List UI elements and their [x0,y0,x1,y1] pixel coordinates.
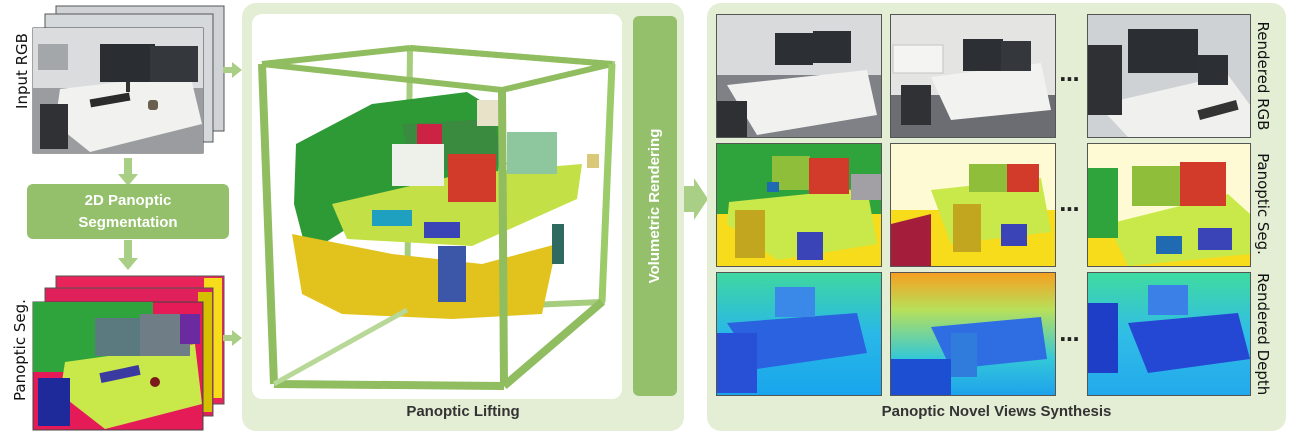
panoptic-lifting-caption: Panoptic Lifting [406,403,520,420]
rendered-depth-view-2 [890,272,1056,396]
novel-views-caption: Panoptic Novel Views Synthesis [881,403,1112,420]
arrow-to-synthesis [684,178,708,220]
lifted-3d-scene [258,45,616,390]
ellipsis-row-2: ... [1059,192,1080,216]
ellipsis-row-3: ... [1059,322,1080,346]
segmentation-box-label: 2D Panoptic Segmentation [78,191,178,231]
ellipsis-row-1: ... [1059,62,1080,86]
arrow-seg-to-lifting [223,330,242,346]
rendered-rgb-view-1 [716,14,882,138]
input-rgb-label: Input RGB [13,33,31,109]
rendered-depth-view-3 [1087,272,1251,396]
volumetric-rendering-bar [633,16,677,396]
panoptic-seg-view-1 [716,143,882,267]
panoptic-seg-stack [32,275,225,431]
row-label-panoptic-seg: Panoptic Seg. [1254,153,1272,255]
row-label-rendered-rgb: Rendered RGB [1254,21,1272,131]
row-label-rendered-depth: Rendered Depth [1254,273,1272,396]
rendered-rgb-view-3 [1087,14,1251,138]
arrow-rgb-to-lifting [223,62,242,78]
panoptic-seg-label-left: Panoptic Seg. [11,299,29,401]
rendered-depth-view-1 [716,272,882,396]
panoptic-seg-view-3 [1087,143,1251,267]
segmentation-box: 2D Panoptic Segmentation [27,184,229,239]
down-arrow-1 [118,158,138,186]
volumetric-rendering-label: Volumetric Rendering [646,128,663,284]
panoptic-seg-view-2 [890,143,1056,267]
rendered-rgb-view-2 [890,14,1056,138]
input-rgb-stack [32,5,225,154]
down-arrow-2 [118,240,138,270]
